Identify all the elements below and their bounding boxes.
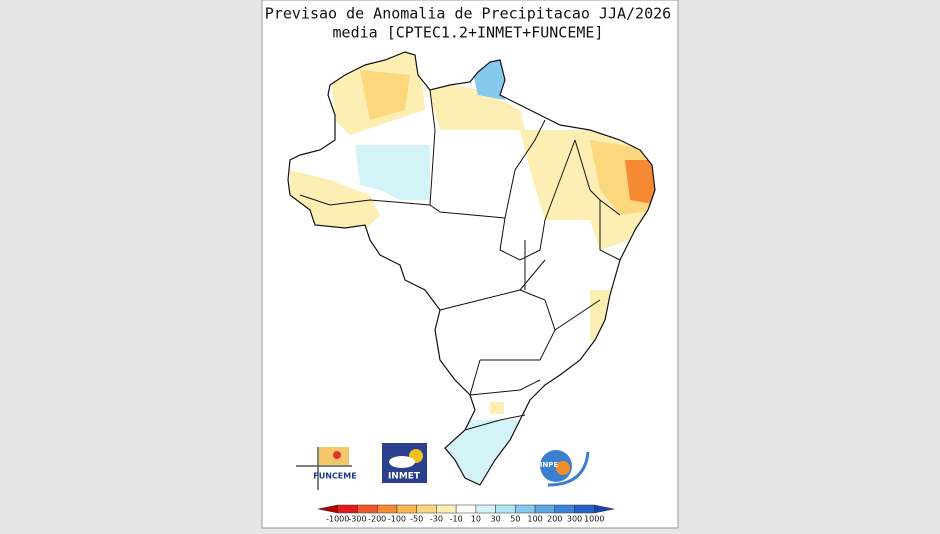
inpe-label: INPE (540, 461, 559, 469)
colorbar-tick-label: 10 (471, 515, 481, 524)
colorbar-box (554, 504, 575, 514)
colorbar-box (376, 504, 398, 514)
inpe-logo: INPE (540, 450, 590, 487)
colorbar-tick-label: -200 (368, 515, 386, 524)
colorbar-arrow (594, 504, 615, 514)
colorbar-tick-label: -300 (348, 515, 366, 524)
colorbar-tick-label: 1000 (584, 515, 604, 524)
colorbar-tick-label: 50 (510, 515, 520, 524)
colorbar-tick-label: -10 (450, 515, 463, 524)
colorbar: -1000 -300 -200 -100 -50 -30 -10 10 30 50 100 200 30… (317, 504, 615, 524)
colorbar-box (574, 504, 595, 514)
colorbar-box (515, 504, 536, 514)
colorbar-box (337, 504, 358, 514)
colorbar-tick-label: 200 (547, 515, 562, 524)
colorbar-tick-label: 300 (567, 515, 582, 524)
inmet-logo: INMET (382, 443, 427, 483)
colorbar-tick-label: -1000 (326, 515, 349, 524)
country-outline (287, 51, 656, 486)
colorbar-tick-label: 30 (491, 515, 501, 524)
funceme-logo: FUNCEME (296, 447, 357, 490)
colorbar-box (475, 504, 496, 514)
colorbar-tick-label: -50 (410, 515, 423, 524)
colorbar-box (534, 504, 556, 514)
colorbar-box (455, 504, 477, 514)
funceme-label: FUNCEME (313, 472, 356, 481)
subtitle: media [CPTEC1.2+INMET+FUNCEME] (333, 24, 604, 42)
title: Previsao de Anomalia de Precipitacao JJA… (265, 5, 671, 23)
state-borders (299, 89, 621, 431)
colorbar-tick-label: -100 (388, 515, 406, 524)
colorbar-box (357, 504, 378, 514)
colorbar-tick-label: 100 (527, 515, 542, 524)
colorbar-box (416, 504, 437, 514)
colorbar-box (495, 504, 516, 514)
colorbar-box (436, 504, 457, 514)
colorbar-box (396, 504, 417, 514)
inmet-label: INMET (388, 472, 421, 482)
colorbar-tick-label: -30 (430, 515, 443, 524)
